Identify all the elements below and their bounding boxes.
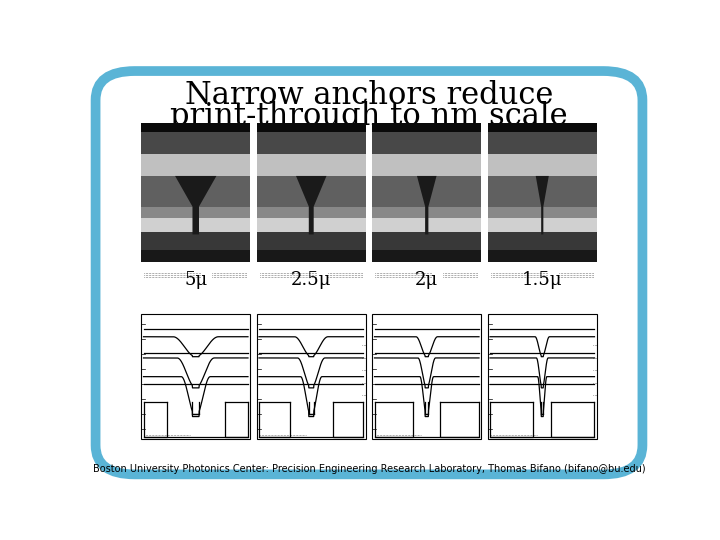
Bar (372, 207, 481, 218)
Text: Narrow anchors reduce: Narrow anchors reduce (185, 80, 553, 111)
Bar (488, 250, 597, 262)
Text: 2.5μ: 2.5μ (291, 271, 331, 289)
Bar (141, 218, 250, 232)
Bar (488, 232, 597, 250)
Bar (141, 123, 250, 262)
Bar (488, 123, 597, 132)
Bar (257, 250, 366, 262)
Bar (141, 176, 250, 207)
Bar (257, 232, 366, 250)
Bar (372, 123, 481, 132)
Polygon shape (296, 176, 326, 234)
Text: 2μ: 2μ (415, 271, 438, 289)
Bar (141, 250, 250, 262)
Bar (488, 218, 597, 232)
Polygon shape (417, 176, 436, 234)
Bar (141, 154, 250, 176)
Bar (488, 207, 597, 218)
Bar (372, 218, 481, 232)
Bar (372, 176, 481, 207)
Bar (257, 218, 366, 232)
Text: Boston University Photonics Center: Precision Engineering Research Laboratory, T: Boston University Photonics Center: Prec… (93, 464, 645, 474)
Bar (257, 123, 366, 262)
Bar (372, 250, 481, 262)
Bar (488, 123, 597, 262)
Bar (257, 123, 366, 132)
Bar (141, 123, 250, 132)
Bar (257, 207, 366, 218)
Bar (257, 314, 366, 439)
Bar (257, 154, 366, 176)
Text: 5μ: 5μ (184, 271, 207, 289)
FancyBboxPatch shape (96, 71, 642, 474)
Bar (141, 207, 250, 218)
Polygon shape (536, 176, 549, 234)
Bar (372, 154, 481, 176)
Bar (141, 314, 250, 439)
Polygon shape (175, 176, 217, 234)
Text: 1.5μ: 1.5μ (522, 271, 562, 289)
Bar (372, 232, 481, 250)
Bar (488, 314, 597, 439)
Bar (488, 154, 597, 176)
Text: print-through to nm scale: print-through to nm scale (170, 102, 568, 132)
Bar (372, 123, 481, 262)
Bar (372, 314, 481, 439)
Bar (488, 176, 597, 207)
Bar (257, 176, 366, 207)
Bar (141, 232, 250, 250)
